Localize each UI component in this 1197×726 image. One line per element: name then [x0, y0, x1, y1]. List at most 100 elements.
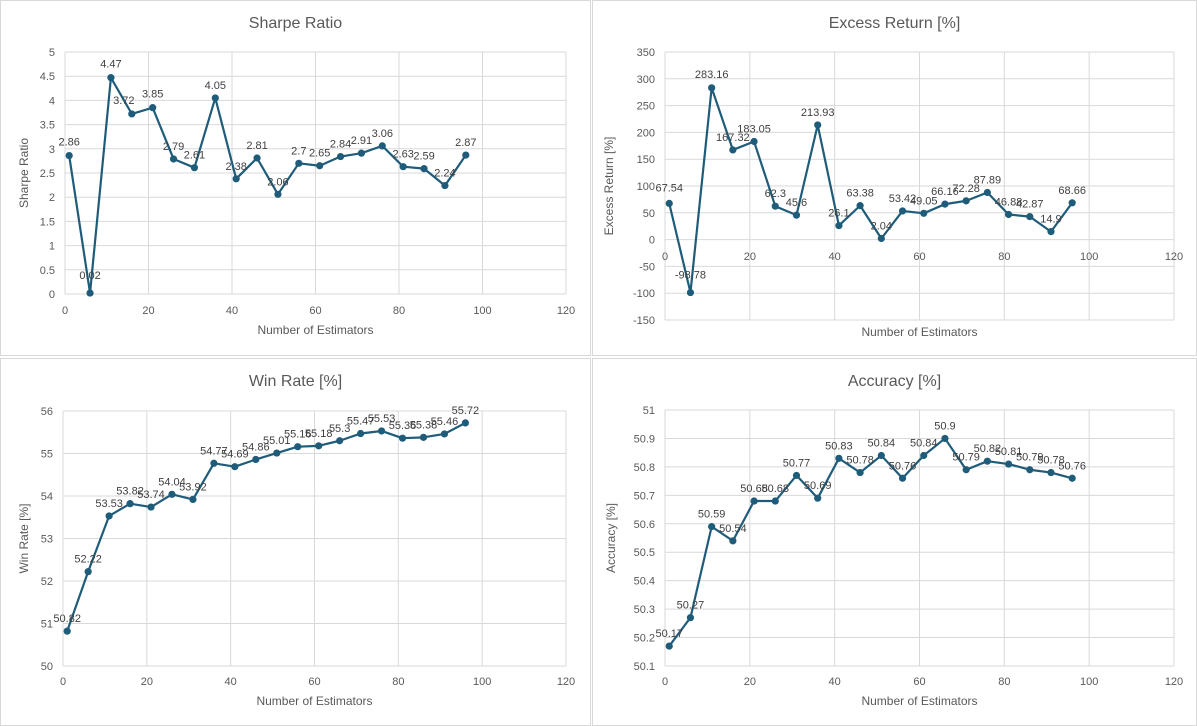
x-tick-label: 100	[1080, 676, 1098, 688]
data-label: 66.16	[931, 186, 959, 198]
y-tick-label: 250	[637, 101, 655, 113]
data-point	[336, 437, 344, 445]
x-tick-label: 20	[744, 251, 756, 263]
y-tick-label: 0	[649, 235, 655, 247]
data-label: 55.01	[263, 435, 291, 447]
data-point	[274, 190, 282, 198]
data-point	[941, 434, 949, 443]
y-tick-label: 0	[49, 289, 55, 301]
data-point	[232, 175, 240, 183]
y-tick-label: -50	[639, 261, 655, 273]
x-tick-label: 20	[142, 305, 154, 317]
data-label: 213.93	[801, 107, 835, 119]
chart-title: Sharpe Ratio	[249, 15, 342, 32]
data-point	[440, 430, 449, 438]
y-tick-label: -100	[633, 288, 655, 300]
data-label: 50.79	[1016, 452, 1044, 464]
data-label: 68.66	[1058, 185, 1086, 197]
y-tick-label: 3.5	[40, 120, 55, 132]
data-point	[686, 614, 695, 622]
data-point	[1026, 466, 1034, 474]
data-label: 50.9	[934, 420, 955, 432]
data-point	[665, 642, 673, 650]
data-label: 50.76	[889, 460, 917, 472]
y-tick-label: 4	[49, 95, 55, 107]
y-tick-label: 50	[41, 661, 53, 673]
data-label: 3.72	[113, 95, 134, 107]
data-point	[856, 468, 864, 477]
x-tick-label: 20	[744, 676, 756, 688]
data-point	[941, 200, 949, 208]
data-label: 3.85	[142, 89, 163, 101]
chart-panel-excess-return: Excess Return [%] -150 -100 -50 0 50 100 150 200…	[592, 0, 1197, 356]
data-label: 50.76	[1058, 460, 1086, 472]
data-label: 3.06	[372, 128, 393, 140]
data-point	[84, 568, 92, 576]
data-point	[65, 151, 73, 160]
data-point	[750, 137, 758, 146]
data-label: 50.54	[719, 523, 747, 535]
data-point	[1047, 468, 1055, 477]
x-tick-label: 0	[62, 305, 68, 317]
y-tick-label: 4.5	[40, 71, 55, 83]
x-tick-label: 0	[60, 676, 66, 688]
data-point	[315, 442, 323, 450]
data-label: 63.38	[846, 188, 874, 200]
data-point	[814, 121, 822, 129]
y-tick-label: 50.6	[634, 519, 655, 531]
data-label: 50.84	[910, 438, 938, 450]
x-axis-label: Number of Estimators	[861, 694, 977, 708]
x-tick-label: 60	[308, 676, 320, 688]
data-point	[920, 451, 928, 460]
data-label: 50.78	[1037, 455, 1065, 467]
x-tick-label: 40	[226, 305, 238, 317]
data-label: 50.27	[677, 600, 705, 612]
data-label: 62.3	[765, 188, 786, 200]
excess-return-chart: Excess Return [%]-150-100-50050100150200…	[602, 15, 1183, 339]
y-tick-label: 51	[41, 619, 53, 631]
y-axis-label: Win Rate [%]	[17, 503, 31, 573]
data-point	[273, 449, 281, 457]
series-line	[68, 76, 467, 295]
y-tick-label: 50.7	[634, 490, 655, 502]
data-label: 183.05	[737, 123, 771, 135]
y-tick-label: 55	[41, 449, 53, 461]
data-label: 50.17	[655, 628, 683, 640]
data-point	[835, 222, 843, 230]
x-tick-label: 60	[309, 305, 321, 317]
data-label: 55.18	[305, 428, 333, 440]
data-point	[1004, 210, 1013, 219]
data-label: -98.78	[675, 270, 706, 282]
y-tick-label: 54	[41, 491, 53, 503]
data-label: 50.82	[974, 443, 1002, 455]
data-label: 55.36	[389, 420, 417, 432]
x-tick-label: 0	[662, 251, 668, 263]
data-point	[316, 162, 324, 170]
x-tick-label: 80	[392, 676, 404, 688]
data-point	[357, 429, 365, 438]
data-point	[128, 110, 136, 118]
data-label: 55.46	[431, 416, 459, 428]
data-label: 55.47	[347, 416, 375, 428]
data-label: 283.16	[695, 69, 729, 81]
x-tick-label: 60	[913, 251, 925, 263]
data-label: 2.91	[351, 135, 372, 147]
win-rate-chart: Win Rate [%] 50 51 52 53 54 55 56 0 20 40 60 80 100 12…	[17, 373, 575, 708]
data-label: 50.83	[825, 440, 853, 452]
y-tick-label: 56	[41, 406, 53, 418]
data-point	[750, 497, 758, 505]
data-label: 50.81	[995, 446, 1023, 458]
data-label: 167.32	[716, 132, 750, 144]
data-label: 55.72	[452, 405, 480, 417]
data-point	[920, 209, 928, 217]
data-point	[729, 537, 737, 545]
data-label: 2.81	[246, 140, 267, 152]
chart-panel-win-rate: Win Rate [%] 50 51 52 53 54 55 56 0 20 40 60 80 100 12…	[0, 358, 591, 726]
y-tick-label: 50.5	[634, 547, 655, 559]
data-point	[399, 163, 407, 171]
data-label: 2.86	[58, 137, 79, 149]
data-label: 54.69	[221, 449, 249, 461]
data-point	[686, 288, 695, 297]
data-point	[210, 459, 218, 467]
sharpe-ratio-chart: Sharpe Ratio 0 0.5 1 1.5 2 2.5 3 3.5 4 4.5 5 0 20 40 60…	[17, 15, 575, 337]
